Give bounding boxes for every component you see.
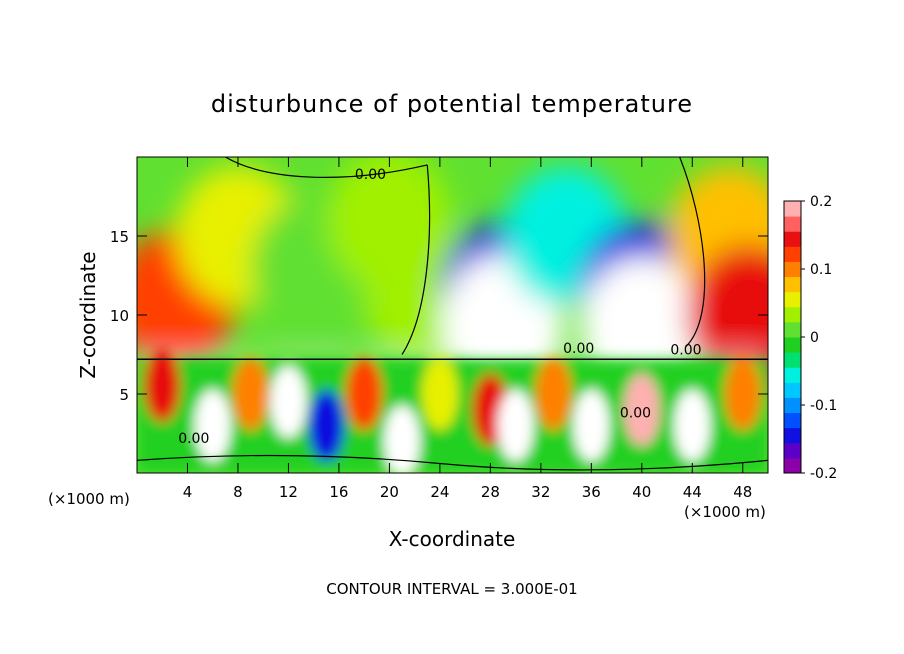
upper-layer-field xyxy=(137,157,768,397)
contour-zero-right xyxy=(679,157,706,348)
colorbar-label-0: 0.2 xyxy=(810,194,832,210)
contour-label-1: 0.00 xyxy=(178,431,209,447)
x-tick-label-4: 20 xyxy=(380,483,399,501)
x-tick-label-7: 32 xyxy=(531,483,550,501)
contour-label-2: 0.00 xyxy=(563,341,594,357)
colorbar-label-3: -0.1 xyxy=(810,398,837,414)
y-axis-ticks: 5 10 15 xyxy=(110,228,768,404)
x-axis-ticks: 4 8 12 16 20 24 28 32 36 40 44 48 xyxy=(183,157,752,501)
x-tick-label-9: 40 xyxy=(632,483,651,501)
contour-interval-note: CONTOUR INTERVAL = 3.000E-01 xyxy=(326,580,577,598)
lower-layer-field xyxy=(137,350,768,473)
colorbar-label-1: 0.1 xyxy=(810,262,832,278)
colorbar-swatch-9 xyxy=(784,321,801,338)
x-tick-label-3: 16 xyxy=(329,483,348,501)
colorbar-swatch-14 xyxy=(784,246,801,262)
colorbar-swatch-3 xyxy=(784,412,801,429)
colorbar-label-4: -0.2 xyxy=(810,466,837,482)
colorbar-swatch-5 xyxy=(784,382,801,398)
colorbar-swatch-11 xyxy=(784,291,801,308)
plot-area xyxy=(137,157,768,473)
colorbar-swatch-13 xyxy=(784,261,801,278)
contour-label-3: 0.00 xyxy=(670,343,701,359)
colorbar-label-2: 0 xyxy=(810,330,819,346)
lower-blob-13 xyxy=(674,389,711,462)
colorbar-swatch-16 xyxy=(784,216,801,232)
colorbar-swatch-10 xyxy=(784,306,801,323)
x-tick-label-10: 44 xyxy=(683,483,702,501)
contour-labels: 0.00 0.00 0.00 0.00 0.00 xyxy=(178,167,701,447)
x-tick-label-6: 28 xyxy=(481,483,500,501)
colorbar-swatch-2 xyxy=(784,427,801,444)
chart-title: disturbunce of potential temperature xyxy=(211,90,693,118)
lower-blob-2 xyxy=(232,358,269,430)
lower-blob-0 xyxy=(144,350,181,423)
x-tick-label-5: 24 xyxy=(430,483,449,501)
contour-zero-left xyxy=(401,164,431,355)
y-tick-label-1: 10 xyxy=(110,307,129,325)
x-axis-label: X-coordinate xyxy=(389,527,516,551)
x-tick-label-11: 48 xyxy=(733,483,752,501)
lower-blob-14 xyxy=(724,358,761,430)
colorbar-swatch-8 xyxy=(784,337,801,353)
contour-label-0: 0.00 xyxy=(355,167,386,183)
y-axis-label: Z-coordinate xyxy=(76,251,100,378)
x-tick-label-0: 4 xyxy=(183,483,193,501)
colorbar-swatch-4 xyxy=(784,397,801,414)
contour-zero-top xyxy=(225,157,428,178)
lower-blob-5 xyxy=(346,358,383,430)
colorbar-swatch-1 xyxy=(784,442,801,459)
x-tick-label-2: 12 xyxy=(279,483,298,501)
x-tick-label-1: 8 xyxy=(233,483,243,501)
lower-blob-12 xyxy=(623,373,660,446)
lower-blob-3 xyxy=(270,365,307,438)
lower-blob-6 xyxy=(384,405,421,473)
x-unit-label: (×1000 m) xyxy=(48,490,130,508)
colorbar-swatch-7 xyxy=(784,352,801,368)
lower-blob-9 xyxy=(497,389,534,462)
colorbar-swatch-12 xyxy=(784,276,801,293)
lower-blob-11 xyxy=(573,389,610,462)
y-tick-label-0: 5 xyxy=(119,386,129,404)
lower-blob-10 xyxy=(535,358,572,430)
colorbar-swatch-15 xyxy=(784,231,801,247)
lower-blob-7 xyxy=(421,358,458,430)
lower-blob-4 xyxy=(308,389,345,462)
colorbar-swatch-6 xyxy=(784,367,801,383)
x-tick-label-8: 36 xyxy=(582,483,601,501)
y-tick-label-2: 15 xyxy=(110,228,129,246)
colorbar: 0.2 0.1 0 -0.1 -0.2 xyxy=(783,194,837,482)
colorbar-swatch-0 xyxy=(784,457,801,474)
lower-blob-1 xyxy=(194,389,231,462)
x-unit-label-right: (×1000 m) xyxy=(684,503,766,521)
colorbar-swatch-17 xyxy=(784,201,801,217)
upper-blob-11 xyxy=(687,245,768,385)
contour-label-4: 0.00 xyxy=(620,406,651,422)
